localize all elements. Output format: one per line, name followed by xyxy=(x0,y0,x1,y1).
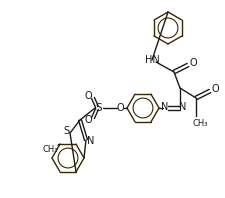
Text: CH₃: CH₃ xyxy=(42,145,58,154)
Text: O: O xyxy=(210,84,218,94)
Text: S: S xyxy=(95,103,102,113)
Text: O: O xyxy=(188,58,196,68)
Text: N: N xyxy=(178,102,186,112)
Text: CH₃: CH₃ xyxy=(191,118,207,128)
Text: N: N xyxy=(161,102,168,112)
Text: O: O xyxy=(84,91,91,101)
Text: S: S xyxy=(63,126,69,136)
Text: O: O xyxy=(116,103,123,113)
Text: O: O xyxy=(84,115,91,125)
Text: HN: HN xyxy=(144,55,159,65)
Text: N: N xyxy=(87,136,94,146)
